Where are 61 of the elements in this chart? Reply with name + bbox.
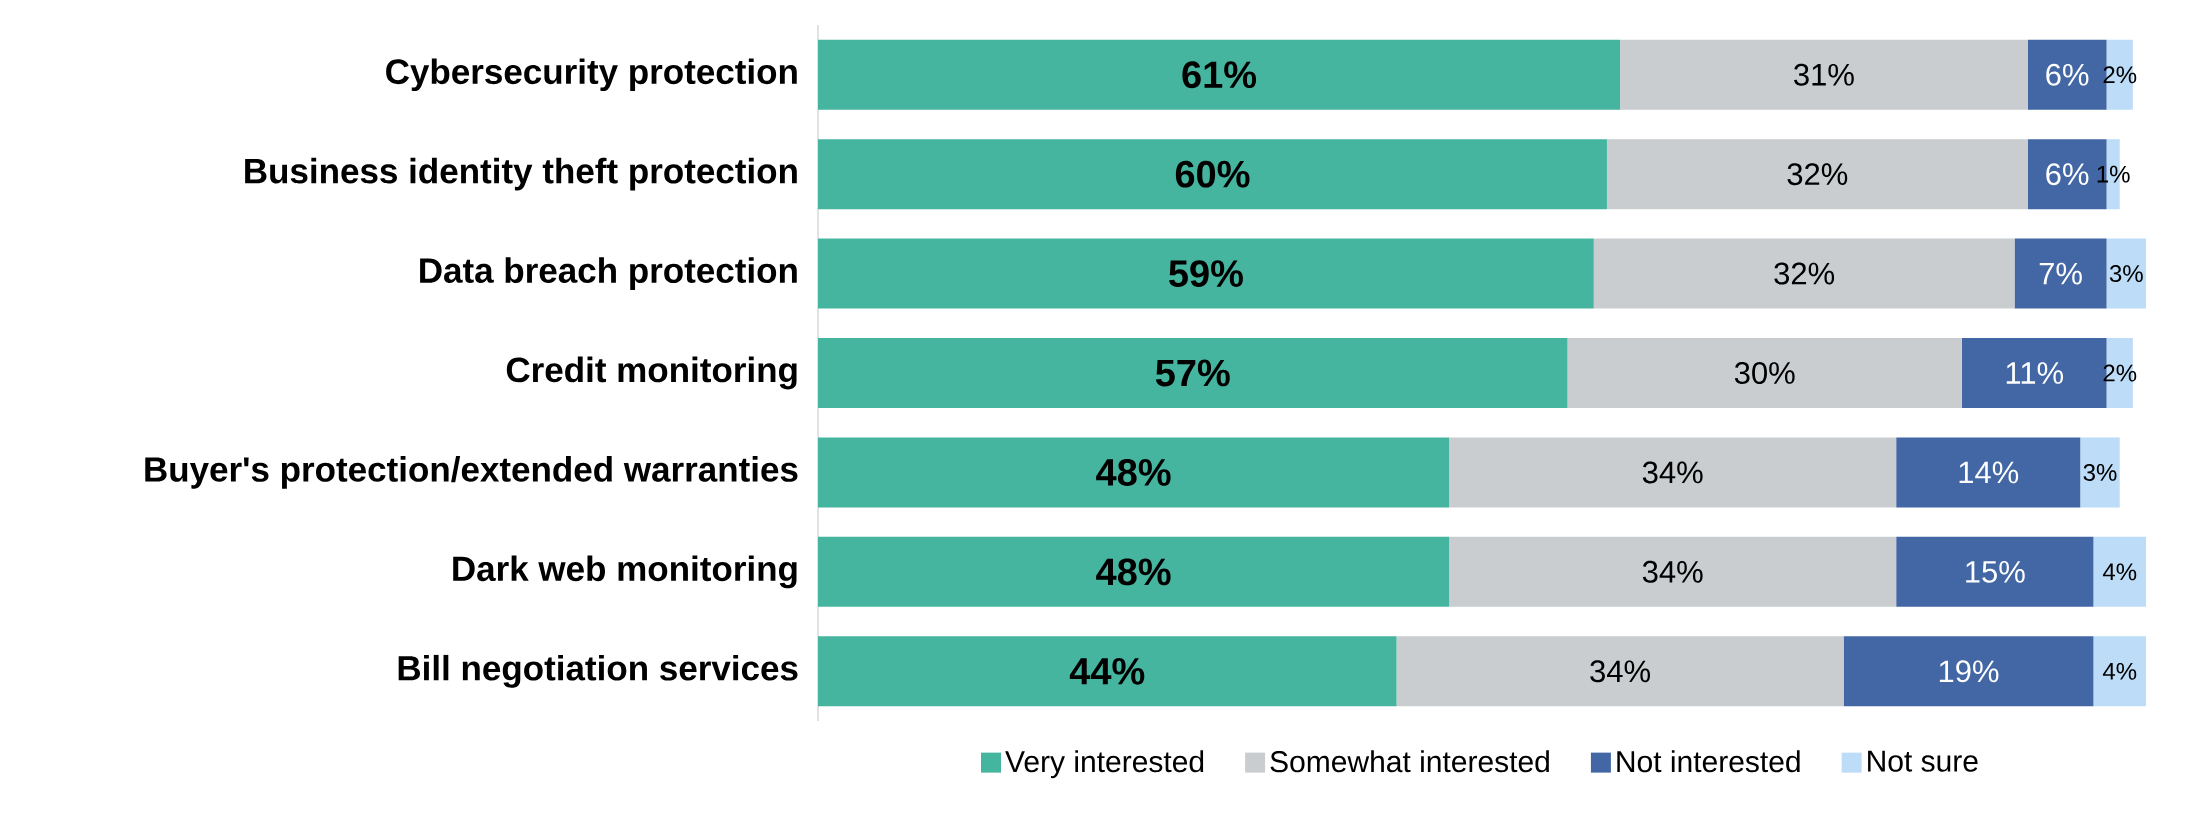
y-tick-label: Data breach protection [420, 257, 797, 290]
bar [2080, 437, 2120, 508]
data-label: 34% [1642, 560, 1703, 583]
bar [818, 338, 1568, 409]
bar [2106, 238, 2147, 309]
bar [1896, 536, 2094, 607]
bar [1449, 437, 1897, 508]
bar [2093, 636, 2147, 707]
bar [1396, 636, 1844, 707]
data-label: 6% [2046, 63, 2089, 86]
data-label: 4% [2102, 662, 2137, 680]
bar [1843, 636, 2094, 707]
data-label: 32% [1787, 163, 1848, 186]
data-label: 2% [2103, 66, 2137, 84]
data-label: 19% [1939, 660, 1999, 683]
legend-label: Not interested [1617, 750, 1800, 773]
bar [818, 238, 1594, 309]
bar [1896, 437, 2081, 508]
bar [818, 139, 1607, 210]
data-label: 31% [1794, 63, 1854, 86]
legend-label: Not sure [1868, 750, 1978, 772]
data-label: 1% [2097, 165, 2130, 183]
legend-label: Very interested [1005, 750, 1204, 779]
data-label: 6% [2046, 163, 2089, 186]
data-label: 59% [1169, 260, 1243, 288]
bar [1449, 536, 1897, 607]
bar [818, 536, 1450, 607]
y-tick-label: Cybersecurity protection [386, 58, 797, 92]
data-label: 15% [1966, 560, 2025, 583]
data-label: 14% [1959, 461, 2019, 484]
bar [1606, 139, 2028, 210]
data-label: 57% [1155, 359, 1230, 387]
bar [1620, 39, 2028, 110]
y-tick-label: Business identity theft protection [245, 157, 797, 191]
data-label: 3% [2109, 265, 2143, 283]
bar [2014, 238, 2107, 309]
bar [2093, 536, 2147, 607]
data-label: 48% [1096, 458, 1171, 486]
y-tick-label: Bill negotiation services [398, 654, 798, 688]
data-label: 2% [2103, 364, 2137, 382]
bar [818, 636, 1397, 707]
y-tick-label: Buyer's protection/extended warranties [145, 456, 798, 489]
data-label: 34% [1590, 660, 1650, 683]
bar [1593, 238, 2015, 309]
bar [818, 39, 1621, 110]
bar [818, 437, 1450, 508]
data-label: 30% [1734, 362, 1795, 384]
data-label: 60% [1175, 160, 1250, 188]
data-label: 44% [1069, 657, 1145, 685]
data-label: 48% [1096, 558, 1171, 586]
data-label: 3% [2083, 463, 2117, 481]
y-tick-label: Credit monitoring [506, 356, 797, 390]
data-label: 61% [1182, 61, 1257, 89]
data-label: 4% [2102, 563, 2137, 581]
data-label: 34% [1642, 461, 1703, 484]
data-label: 32% [1774, 262, 1835, 285]
data-label: 7% [2039, 262, 2082, 285]
data-label: 11% [2006, 362, 2064, 384]
y-tick-label: Dark web monitoring [453, 555, 797, 589]
legend-label: Somewhat interested [1270, 750, 1549, 773]
bar [1567, 338, 1962, 409]
